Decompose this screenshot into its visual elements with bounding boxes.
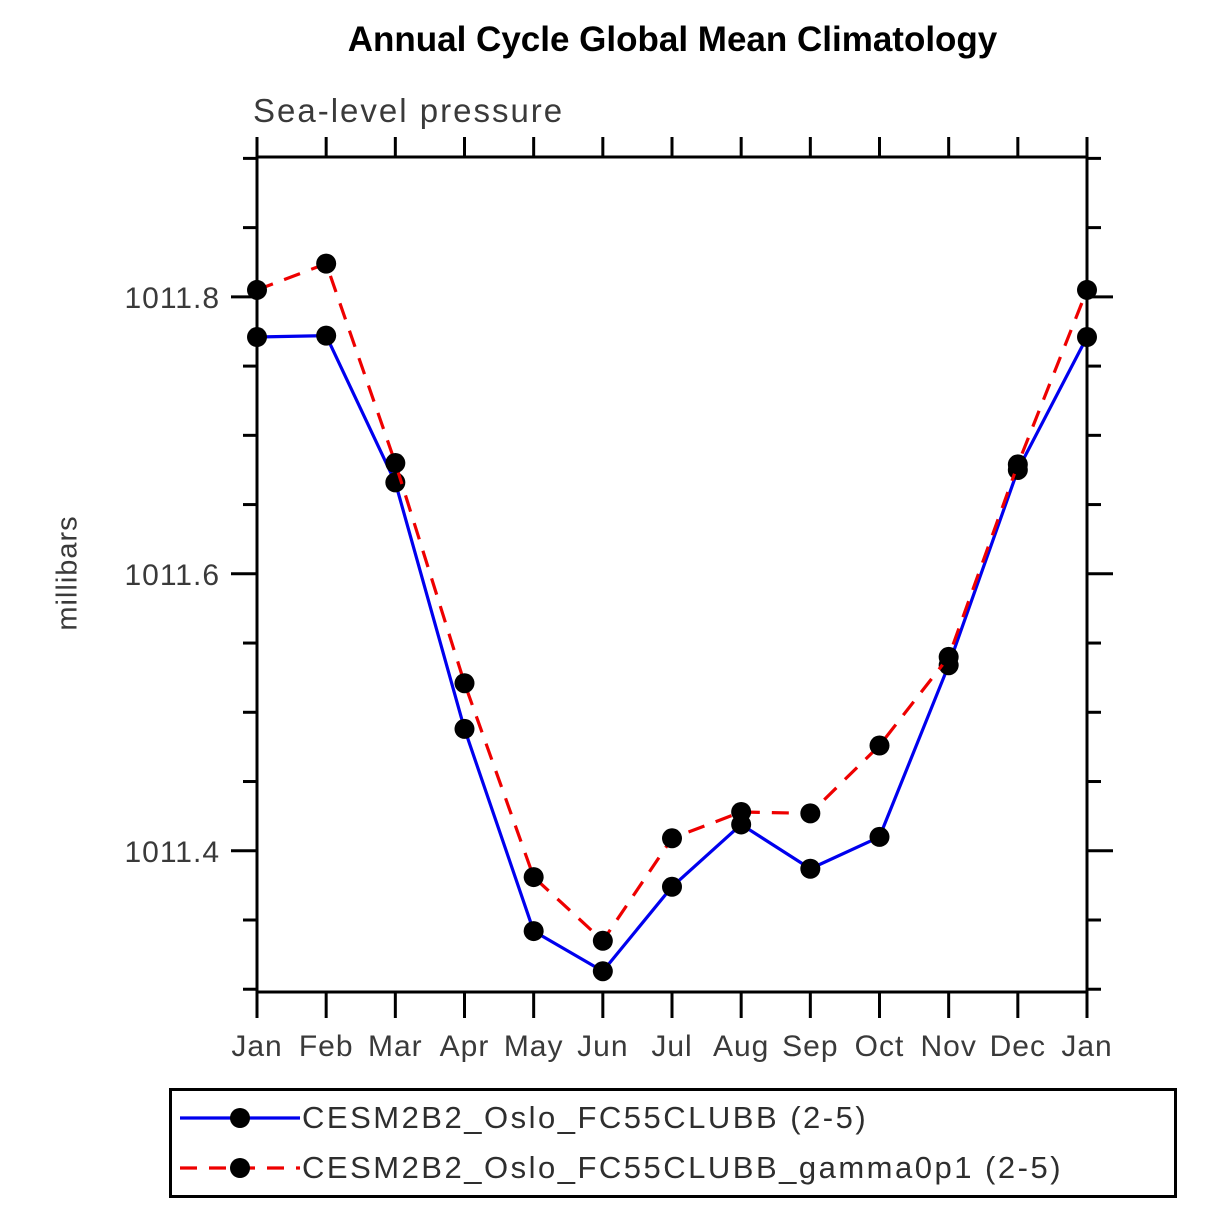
x-tick-label: Sep bbox=[782, 1030, 838, 1063]
legend-line-sample bbox=[180, 1108, 300, 1128]
data-point-marker bbox=[1077, 327, 1097, 348]
x-tick-label: Mar bbox=[368, 1030, 423, 1063]
data-point-marker bbox=[454, 718, 475, 739]
data-point-marker bbox=[662, 828, 682, 849]
x-tick-label: Apr bbox=[440, 1030, 490, 1063]
data-point-marker bbox=[523, 867, 544, 888]
legend-box: CESM2B2_Oslo_FC55CLUBB (2-5) CESM2B2_Osl… bbox=[169, 1088, 1177, 1198]
data-point-marker bbox=[454, 673, 475, 694]
y-tick-label: 1011.8 bbox=[124, 282, 220, 315]
legend-label: CESM2B2_Oslo_FC55CLUBB_gamma0p1 (2-5) bbox=[302, 1150, 1064, 1185]
data-point-marker bbox=[316, 325, 337, 346]
data-point-marker bbox=[592, 930, 613, 951]
legend-item: CESM2B2_Oslo_FC55CLUBB (2-5) bbox=[172, 1093, 1174, 1143]
data-point-marker bbox=[869, 826, 890, 847]
data-point-marker bbox=[800, 803, 821, 824]
x-tick-label: Jan bbox=[1061, 1030, 1112, 1063]
legend-sample-marker bbox=[230, 1158, 250, 1178]
data-point-marker bbox=[316, 253, 337, 274]
x-tick-label: Dec bbox=[990, 1030, 1046, 1063]
x-tick-label: Aug bbox=[713, 1030, 769, 1063]
chart-title: Annual Cycle Global Mean Climatology bbox=[347, 20, 998, 59]
data-point-marker bbox=[523, 921, 544, 942]
data-point-marker bbox=[731, 801, 752, 822]
x-tick-label: Jan bbox=[231, 1030, 282, 1063]
data-point-marker bbox=[1007, 454, 1028, 475]
data-point-marker bbox=[662, 876, 682, 897]
x-tick-label: Nov bbox=[920, 1030, 976, 1063]
x-tick-label: Feb bbox=[299, 1030, 354, 1063]
chart-subtitle: Sea-level pressure bbox=[253, 92, 565, 129]
axis-frame bbox=[255, 155, 1089, 994]
data-point-marker bbox=[800, 858, 821, 879]
data-point-marker bbox=[385, 453, 406, 474]
data-point-marker bbox=[592, 961, 613, 982]
legend-item: CESM2B2_Oslo_FC55CLUBB_gamma0p1 (2-5) bbox=[172, 1143, 1174, 1193]
data-point-marker bbox=[247, 327, 267, 348]
x-tick-label: Jun bbox=[577, 1030, 628, 1063]
series-line-0 bbox=[256, 334, 1089, 973]
x-tick-label: Jul bbox=[651, 1030, 692, 1063]
legend-sample-marker bbox=[230, 1108, 250, 1128]
y-tick-label: 1011.6 bbox=[124, 559, 220, 592]
data-point-marker bbox=[247, 279, 267, 300]
data-point-marker bbox=[1077, 279, 1097, 300]
data-point-marker bbox=[938, 646, 959, 667]
x-tick-label: Oct bbox=[855, 1030, 905, 1063]
x-tick-label: May bbox=[504, 1030, 564, 1063]
legend-label: CESM2B2_Oslo_FC55CLUBB (2-5) bbox=[302, 1100, 869, 1135]
data-point-marker bbox=[869, 735, 890, 756]
y-tick-label: 1011.4 bbox=[124, 836, 220, 869]
legend-line-sample bbox=[180, 1158, 300, 1178]
